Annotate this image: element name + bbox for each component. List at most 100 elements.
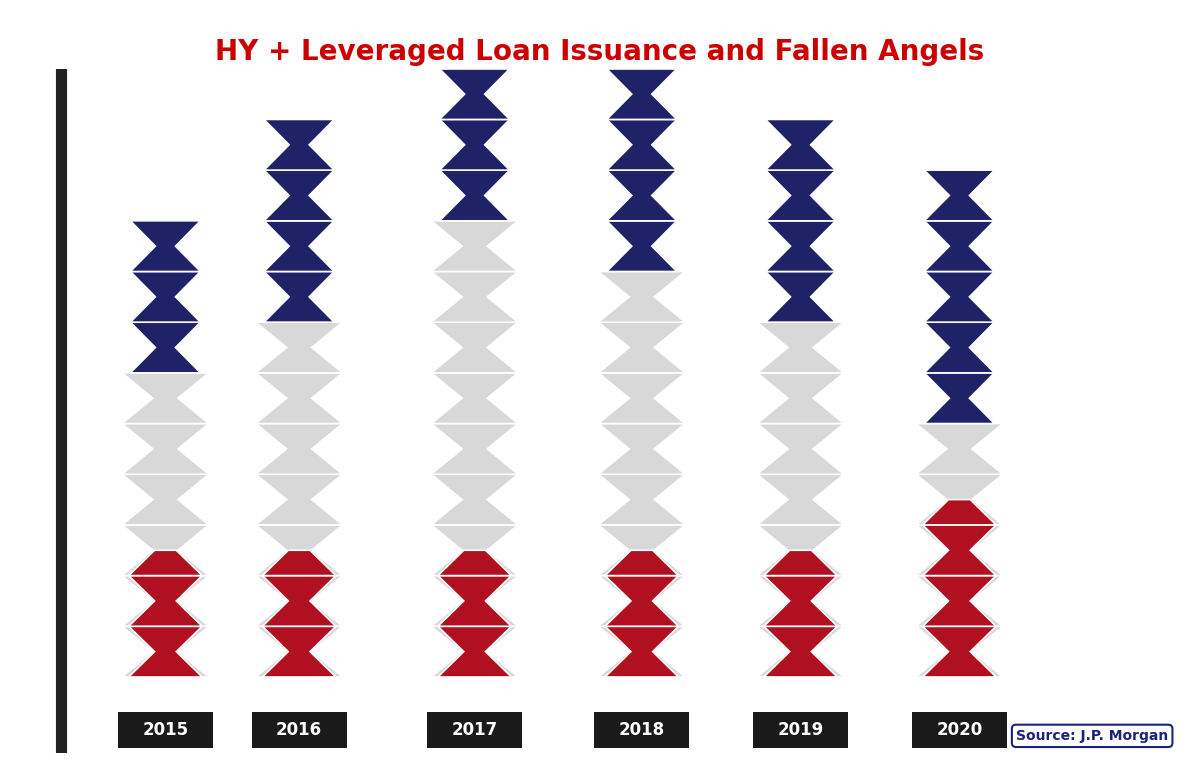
Polygon shape	[916, 626, 1003, 677]
Polygon shape	[122, 525, 209, 575]
Text: 2015: 2015	[143, 721, 188, 739]
Polygon shape	[607, 18, 677, 69]
Polygon shape	[924, 170, 995, 221]
Bar	[912, 713, 1007, 748]
Polygon shape	[256, 525, 343, 575]
Polygon shape	[431, 474, 518, 525]
Polygon shape	[256, 626, 343, 677]
Polygon shape	[916, 525, 1003, 575]
Polygon shape	[923, 626, 996, 677]
Polygon shape	[256, 323, 343, 373]
Polygon shape	[263, 626, 336, 677]
Polygon shape	[131, 272, 200, 323]
Bar	[252, 713, 347, 748]
Polygon shape	[766, 120, 835, 170]
Polygon shape	[599, 323, 685, 373]
Polygon shape	[438, 626, 511, 677]
Polygon shape	[757, 474, 844, 525]
Polygon shape	[431, 575, 518, 626]
Polygon shape	[924, 221, 995, 272]
Text: Source: J.P. Morgan: Source: J.P. Morgan	[1016, 729, 1169, 743]
Polygon shape	[431, 221, 518, 272]
Polygon shape	[438, 575, 511, 626]
Polygon shape	[757, 423, 844, 474]
Polygon shape	[122, 474, 209, 525]
Polygon shape	[599, 525, 685, 575]
Text: 2017: 2017	[451, 721, 498, 739]
Text: 2020: 2020	[936, 721, 983, 739]
Polygon shape	[764, 550, 838, 575]
Text: 2016: 2016	[276, 721, 323, 739]
Polygon shape	[916, 474, 1003, 525]
Polygon shape	[923, 499, 996, 525]
Polygon shape	[263, 550, 336, 575]
Polygon shape	[766, 272, 835, 323]
Polygon shape	[128, 626, 203, 677]
Polygon shape	[256, 474, 343, 525]
Polygon shape	[431, 423, 518, 474]
Polygon shape	[431, 373, 518, 423]
Polygon shape	[439, 120, 510, 170]
Polygon shape	[607, 69, 677, 120]
Bar	[118, 713, 214, 748]
Polygon shape	[256, 575, 343, 626]
Polygon shape	[599, 373, 685, 423]
Polygon shape	[764, 575, 838, 626]
Polygon shape	[131, 323, 200, 373]
Polygon shape	[607, 170, 677, 221]
Polygon shape	[122, 626, 209, 677]
Polygon shape	[264, 120, 335, 170]
Polygon shape	[122, 423, 209, 474]
Polygon shape	[599, 423, 685, 474]
Polygon shape	[924, 272, 995, 323]
Polygon shape	[599, 575, 685, 626]
Bar	[594, 713, 690, 748]
Polygon shape	[438, 550, 511, 575]
Polygon shape	[264, 272, 335, 323]
Polygon shape	[431, 323, 518, 373]
Polygon shape	[128, 550, 203, 575]
Polygon shape	[439, 170, 510, 221]
Polygon shape	[599, 474, 685, 525]
Polygon shape	[757, 626, 844, 677]
Polygon shape	[605, 626, 678, 677]
Polygon shape	[923, 575, 996, 626]
Polygon shape	[264, 221, 335, 272]
Text: 2018: 2018	[619, 721, 665, 739]
Text: 2019: 2019	[778, 721, 823, 739]
Polygon shape	[916, 423, 1003, 474]
Polygon shape	[264, 170, 335, 221]
Polygon shape	[256, 373, 343, 423]
Polygon shape	[431, 525, 518, 575]
Polygon shape	[766, 221, 835, 272]
Polygon shape	[599, 626, 685, 677]
Polygon shape	[607, 221, 677, 272]
Polygon shape	[924, 323, 995, 373]
Polygon shape	[131, 221, 200, 272]
Polygon shape	[923, 525, 996, 575]
Polygon shape	[439, 18, 510, 69]
Polygon shape	[122, 575, 209, 626]
Polygon shape	[757, 575, 844, 626]
Polygon shape	[607, 120, 677, 170]
Bar	[752, 713, 848, 748]
Polygon shape	[263, 575, 336, 626]
Polygon shape	[439, 69, 510, 120]
Polygon shape	[766, 170, 835, 221]
Polygon shape	[431, 272, 518, 323]
Polygon shape	[924, 373, 995, 423]
Polygon shape	[128, 575, 203, 626]
Polygon shape	[605, 575, 678, 626]
Polygon shape	[605, 550, 678, 575]
Polygon shape	[256, 423, 343, 474]
Polygon shape	[764, 626, 838, 677]
Polygon shape	[916, 575, 1003, 626]
Polygon shape	[757, 525, 844, 575]
Polygon shape	[122, 373, 209, 423]
Polygon shape	[599, 272, 685, 323]
Bar	[427, 713, 522, 748]
Polygon shape	[757, 373, 844, 423]
Polygon shape	[757, 323, 844, 373]
Polygon shape	[431, 626, 518, 677]
Text: HY + Leveraged Loan Issuance and Fallen Angels: HY + Leveraged Loan Issuance and Fallen …	[215, 38, 985, 66]
